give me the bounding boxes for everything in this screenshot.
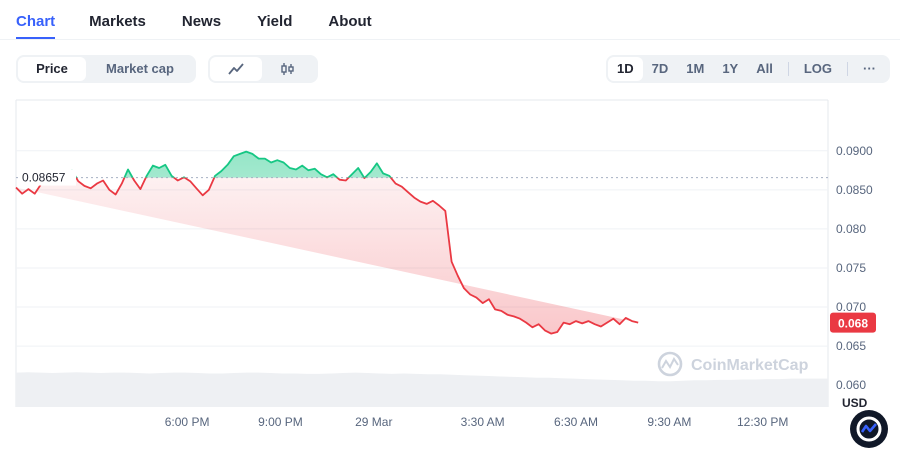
x-tick-label: 6:00 PM [165,415,210,429]
reference-label-background [18,169,76,186]
candlestick-icon[interactable] [262,57,314,81]
x-tick-label: 6:30 AM [554,415,598,429]
log-scale-button[interactable]: LOG [803,61,833,76]
y-tick-label: 0.070 [836,300,866,314]
y-tick-label: 0.0900 [836,144,873,158]
range-1d-button[interactable]: 1D [608,57,643,81]
x-tick-label: 3:30 AM [461,415,505,429]
reference-price-text: 0.08657 [22,171,66,185]
y-tick-label: 0.060 [836,378,866,392]
x-axis: 6:00 PM 9:00 PM 29 Mar 3:30 AM 6:30 AM 9:30 A… [165,415,789,429]
more-options-button[interactable]: ··· [863,61,877,76]
x-tick-label: 29 Mar [355,415,392,429]
reference-price-label: 0.08657 [18,169,76,186]
current-price-label: 0.068 [830,312,876,333]
tab-chart[interactable]: Chart [16,13,56,39]
line-chart-icon[interactable] [210,57,262,81]
y-tick-label: 0.075 [836,261,866,275]
price-marketcap-toggle: Price Market cap [16,55,196,83]
brand-logo [850,410,888,448]
divider [847,62,849,76]
tab-markets[interactable]: Markets [89,13,146,30]
y-tick-label: 0.0850 [836,183,873,197]
price-line-up [46,150,392,178]
market-cap-button[interactable]: Market cap [106,61,174,76]
x-tick-label: 12:30 PM [737,415,788,429]
x-tick-label: 9:30 AM [647,415,691,429]
tab-yield[interactable]: Yield [257,13,293,30]
price-line-down [15,177,639,335]
range-1y-button[interactable]: 1Y [722,61,739,76]
nav-tabs: Chart Markets News Yield About [0,0,900,40]
coinmarketcap-watermark: CoinMarketCap [657,351,809,377]
chart-toolbar: Price Market cap 1D 7D 1M 1Y All LOG ··· [16,55,890,83]
y-axis-unit-label: USD [842,396,868,410]
price-button[interactable]: Price [18,57,86,81]
watermark-text: CoinMarketCap [691,357,809,374]
y-axis: 0.060 0.065 0.070 0.075 0.080 0.0850 0.0900 [836,144,873,392]
tab-news[interactable]: News [181,13,222,30]
tab-about[interactable]: About [328,13,372,30]
divider [787,62,789,76]
area-fill-below-reference [16,177,639,334]
current-price-badge [830,312,876,333]
time-range-selector: 1D 7D 1M 1Y All LOG ··· [606,55,890,83]
chart-type-toggle [208,55,318,83]
x-tick-label: 9:00 PM [258,415,303,429]
range-7d-button[interactable]: 7D [651,61,669,76]
range-all-button[interactable]: All [756,61,773,76]
volume-area [16,372,828,407]
current-price-text: 0.068 [838,317,868,331]
y-tick-label: 0.080 [836,222,866,236]
area-fill-above-reference [55,151,391,178]
y-tick-label: 0.065 [836,339,866,353]
range-1m-button[interactable]: 1M [686,61,705,76]
